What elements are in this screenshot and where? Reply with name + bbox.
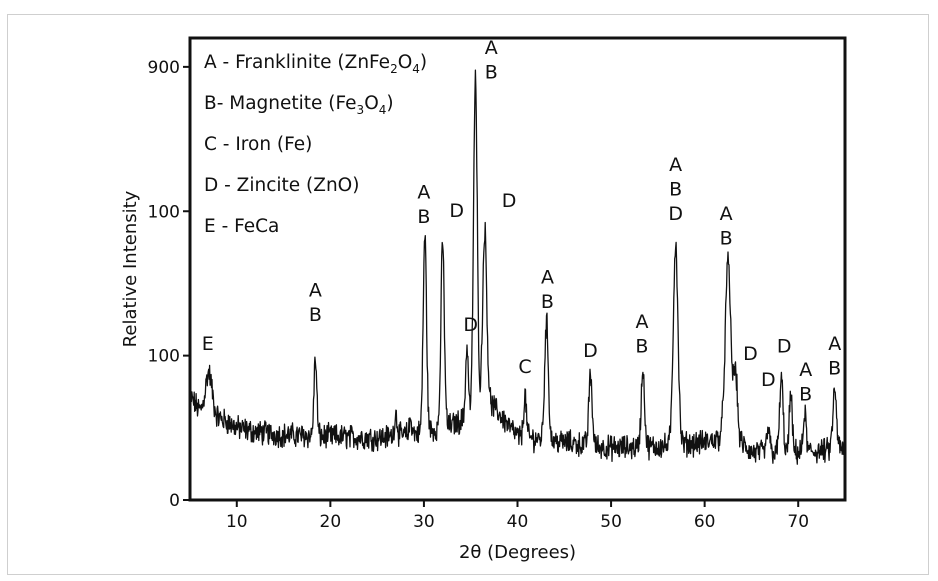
peak-label-B: B [720, 227, 733, 249]
legend-entry: E - FeCa [204, 216, 279, 237]
x-tick-label: 30 [413, 512, 435, 532]
y-tick-label: 100 [148, 202, 180, 222]
peak-label-C: C [518, 356, 531, 378]
peak-label-B: B [541, 291, 554, 313]
y-tick-label: 0 [169, 491, 180, 511]
peak-label-A: A [669, 154, 682, 176]
peak-label-B: B [635, 336, 648, 358]
peak-label-B: B [828, 357, 841, 379]
chart-frame [7, 14, 929, 575]
legend-entry: C - Iron (Fe) [204, 134, 312, 155]
peak-label-D: D [449, 200, 464, 222]
y-tick-label: 100 [148, 347, 180, 367]
axes: 10 20 30 40 50 60 70 0 100 100 900 [148, 36, 847, 532]
x-tick-label: 50 [600, 512, 622, 532]
peak-label-B: B [417, 206, 430, 228]
legend-entry: D - Zincite (ZnO) [204, 175, 359, 196]
y-axis-label: Relative Intensity [120, 190, 141, 347]
legend: A - Franklinite (ZnFe2O4) B- Magnetite (F… [204, 52, 427, 237]
peak-label-B: B [799, 383, 812, 405]
peak-label-D: D [761, 369, 776, 391]
peak-label-A: A [799, 359, 812, 381]
x-tick-label: 40 [507, 512, 529, 532]
peak-label-D: D [463, 314, 478, 336]
x-axis-label: 2θ (Degrees) [459, 542, 576, 563]
peak-label-D: D [777, 336, 792, 358]
y-tick-label: 900 [148, 58, 180, 78]
legend-entry: A - Franklinite (ZnFe2O4) [204, 52, 427, 76]
peak-label-A: A [541, 266, 554, 288]
peak-label-B: B [669, 178, 682, 200]
peak-label-A: A [309, 279, 322, 301]
peak-label-E: E [202, 333, 214, 355]
peak-label-A: A [417, 181, 430, 203]
x-tick-label: 10 [226, 512, 248, 532]
intensity-trace [189, 69, 846, 465]
peak-label-B: B [309, 304, 322, 326]
peak-label-D: D [668, 203, 683, 225]
x-tick-label: 20 [320, 512, 342, 532]
peak-label-A: A [485, 37, 498, 59]
peak-label-A: A [720, 203, 733, 225]
peak-label-D: D [583, 340, 598, 362]
peak-label-D: D [502, 190, 517, 212]
x-tick-label: 70 [787, 512, 809, 532]
peak-label-B: B [485, 61, 498, 83]
peak-label-A: A [635, 311, 648, 333]
peak-label-D: D [743, 343, 758, 365]
peak-label-A: A [828, 333, 841, 355]
legend-entry: B- Magnetite (Fe3O4) [204, 93, 394, 117]
x-tick-label: 60 [694, 512, 716, 532]
